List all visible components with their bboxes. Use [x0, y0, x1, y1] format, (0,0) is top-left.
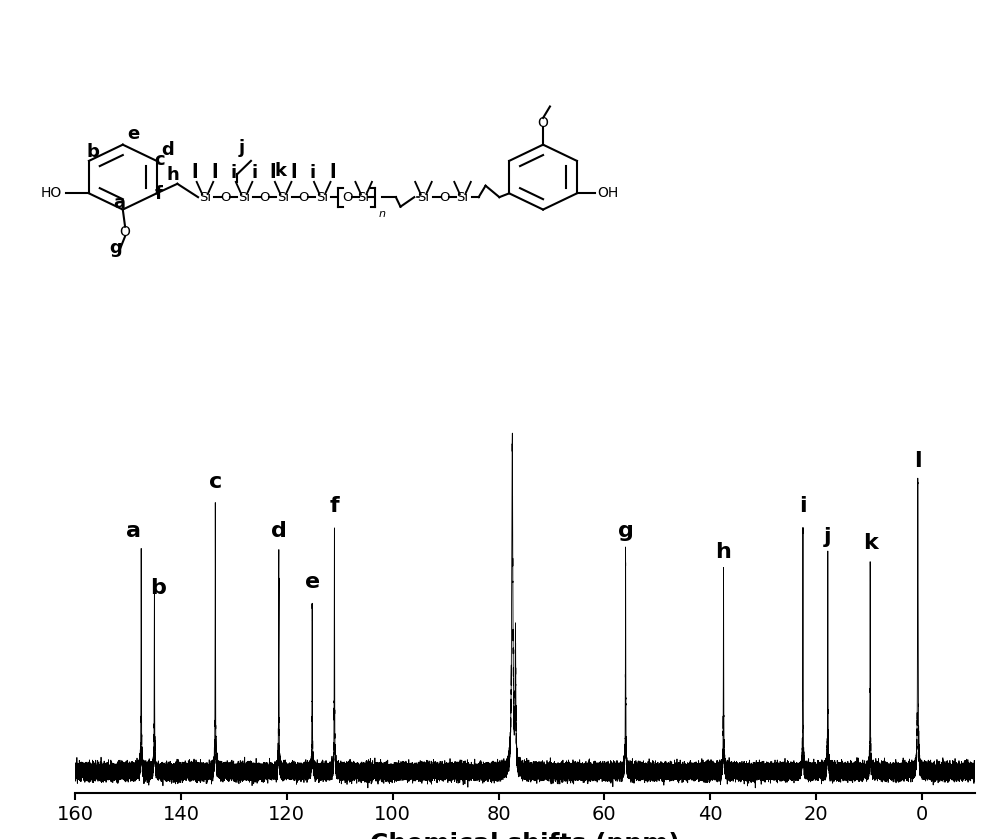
Text: b: b	[87, 143, 100, 161]
Text: O: O	[538, 116, 548, 129]
Text: O: O	[120, 225, 131, 239]
Text: Si: Si	[417, 190, 430, 204]
Text: Si: Si	[316, 190, 328, 204]
Text: e: e	[127, 125, 140, 143]
Text: Si: Si	[456, 190, 469, 204]
Text: g: g	[110, 239, 122, 258]
Text: i: i	[251, 164, 257, 182]
Text: l: l	[192, 163, 198, 182]
Text: i: i	[309, 164, 315, 182]
Text: f: f	[330, 497, 339, 516]
Text: h: h	[716, 542, 731, 562]
Text: l: l	[212, 163, 218, 182]
Text: b: b	[150, 578, 166, 598]
Text: j: j	[239, 139, 245, 157]
Text: d: d	[271, 521, 287, 540]
Text: g: g	[618, 521, 634, 540]
Text: l: l	[290, 163, 297, 182]
Text: k: k	[863, 533, 878, 553]
Text: k: k	[275, 162, 287, 180]
Text: O: O	[260, 190, 270, 204]
Text: Si: Si	[277, 190, 289, 204]
Text: n: n	[379, 210, 386, 219]
Text: l: l	[914, 451, 922, 471]
Text: c: c	[154, 151, 165, 169]
Text: j: j	[824, 527, 832, 547]
Text: O: O	[439, 190, 449, 204]
Text: a: a	[126, 521, 141, 540]
Text: l: l	[329, 163, 336, 182]
Text: d: d	[161, 141, 174, 159]
Text: a: a	[114, 194, 126, 211]
Text: OH: OH	[598, 186, 619, 201]
Text: O: O	[342, 190, 353, 204]
Text: O: O	[220, 190, 231, 204]
Text: i: i	[799, 497, 807, 516]
Text: Si: Si	[238, 190, 250, 204]
Text: HO: HO	[41, 186, 62, 201]
Text: i: i	[231, 164, 237, 182]
Text: e: e	[305, 572, 320, 592]
Text: O: O	[299, 190, 309, 204]
Text: c: c	[209, 472, 222, 492]
X-axis label: Chemical shifts (ppm): Chemical shifts (ppm)	[370, 832, 680, 839]
Text: Si: Si	[199, 190, 211, 204]
Text: l: l	[270, 163, 276, 182]
Text: f: f	[154, 185, 162, 203]
Text: h: h	[166, 166, 179, 184]
Text: Si: Si	[358, 190, 370, 204]
